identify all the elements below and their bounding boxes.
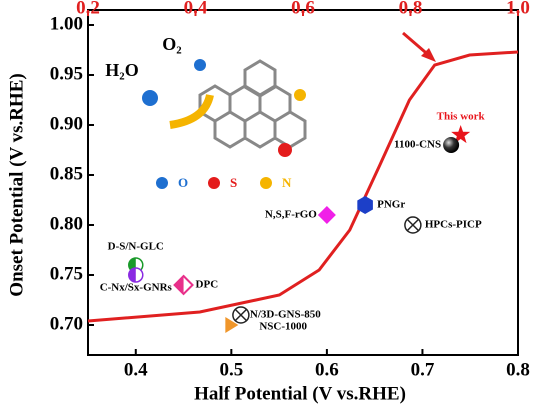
x-tick-label: 0.8 (506, 359, 530, 380)
inset-legend-swatch (208, 177, 220, 189)
marker-fill (174, 276, 184, 294)
inset-legend-label: S (230, 175, 237, 190)
marker-cross (234, 308, 248, 322)
plot-frame (87, 9, 519, 356)
point-label: HPCs-PICP (425, 219, 482, 231)
inset-label: H₂O (105, 60, 138, 80)
y-tick-label: 0.95 (50, 63, 83, 84)
x-tick-label: 0.7 (411, 359, 435, 380)
y-tick-label: 0.75 (50, 263, 83, 284)
annotation-arrow-head (421, 48, 436, 62)
marker (443, 137, 460, 153)
y-tick-label: 0.85 (50, 163, 83, 184)
x2-tick-label: 1.0 (506, 0, 530, 18)
point-label: N,S,F-rGO (265, 209, 317, 221)
inset-legend-swatch (260, 177, 272, 189)
y-tick-label: 0.80 (50, 213, 83, 234)
point-label: C-Nx/Sx-GNRs (100, 282, 173, 294)
point-label: DPC (196, 279, 219, 291)
marker-cross (406, 218, 420, 232)
point-label: N/3D-GNS-850 (250, 309, 321, 321)
marker (357, 196, 373, 214)
point-label: NSC-1000 (259, 321, 307, 333)
inset-legend-label: N (282, 175, 292, 190)
inset-legend-label: O (178, 175, 188, 190)
marker (225, 317, 239, 333)
marker (317, 206, 336, 224)
y-tick-label: 1.00 (50, 13, 83, 34)
x-axis-title: Half Potential (V vs.RHE) (194, 383, 406, 404)
y-tick-label: 0.90 (50, 113, 83, 134)
x-tick-label: 0.4 (124, 359, 148, 380)
y-axis-title: Onset Potential (V vs.RHE) (6, 73, 27, 296)
x2-tick-label: 0.2 (76, 0, 100, 18)
point-label: PNGr (377, 199, 405, 211)
inset-label: O₂ (162, 34, 181, 54)
point-label: 1100-CNS (394, 139, 441, 151)
molecule-illustration (142, 59, 307, 157)
x-tick-label: 0.6 (315, 359, 339, 380)
marker (451, 125, 471, 144)
marker-fill (128, 268, 136, 282)
point-label: This work (437, 111, 486, 123)
x2-tick-label: 0.4 (184, 0, 208, 18)
y-tick-label: 0.70 (50, 313, 83, 334)
inset-legend-swatch (156, 177, 168, 189)
point-label: D-S/N-GLC (108, 241, 164, 253)
x2-tick-label: 0.8 (399, 0, 423, 18)
x2-tick-label: 0.6 (291, 0, 315, 18)
x-tick-label: 0.5 (219, 359, 243, 380)
